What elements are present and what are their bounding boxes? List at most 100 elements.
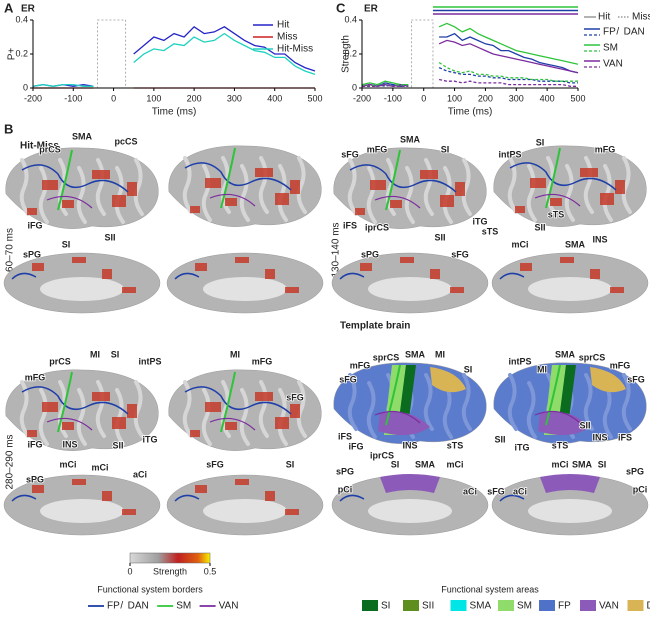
x-tick-label: -100 bbox=[64, 93, 82, 103]
gyrus bbox=[423, 158, 434, 216]
border bbox=[11, 494, 37, 502]
activation bbox=[420, 170, 438, 179]
activation bbox=[102, 491, 112, 501]
colorbar-tick-label: 0 bbox=[127, 566, 132, 576]
activation bbox=[42, 402, 58, 412]
legend-swatch bbox=[627, 600, 644, 611]
brain-label: iFG bbox=[28, 220, 43, 230]
border bbox=[220, 371, 236, 433]
border bbox=[184, 162, 292, 191]
activation bbox=[195, 485, 207, 493]
gyrus bbox=[583, 373, 594, 431]
row-label: 60–70 ms bbox=[5, 228, 16, 272]
gyrus bbox=[38, 166, 49, 224]
x-tick-label: -200 bbox=[353, 93, 371, 103]
legend-label: / bbox=[120, 601, 123, 612]
activation bbox=[265, 269, 275, 279]
gyrus bbox=[385, 158, 396, 216]
brain-label: SMA bbox=[72, 131, 93, 141]
gyrus bbox=[404, 166, 415, 224]
gyrus bbox=[76, 388, 87, 446]
masked-window bbox=[97, 19, 127, 89]
y-axis-label: Strength bbox=[341, 35, 352, 73]
activation bbox=[600, 193, 614, 205]
brain-label: mFG bbox=[610, 360, 631, 370]
brain-label: MI bbox=[90, 349, 100, 359]
area bbox=[380, 474, 440, 493]
activation bbox=[92, 170, 110, 179]
x-tick-label: 500 bbox=[570, 93, 585, 103]
border bbox=[57, 149, 73, 211]
y-axis-label: P+ bbox=[7, 48, 18, 61]
activation bbox=[122, 509, 136, 515]
border bbox=[174, 494, 200, 502]
activation bbox=[590, 269, 600, 279]
brain-label: intPS bbox=[138, 356, 161, 366]
brain-label: sFG bbox=[487, 486, 505, 496]
legend-swatch bbox=[403, 600, 419, 611]
y-tick-label: 0 bbox=[352, 82, 357, 92]
activation bbox=[32, 485, 44, 493]
activation bbox=[265, 491, 275, 501]
legend-label: VAN bbox=[603, 59, 623, 70]
brain-label: pCi bbox=[338, 484, 353, 494]
area bbox=[590, 367, 626, 393]
border bbox=[534, 410, 581, 424]
colorbar-label: Strength bbox=[153, 566, 187, 576]
gyrus bbox=[201, 164, 212, 222]
activation bbox=[195, 263, 207, 271]
brain-label: iFS bbox=[338, 431, 352, 441]
brain-label: sTS bbox=[548, 209, 565, 219]
border bbox=[385, 364, 401, 426]
legend-swatch bbox=[539, 600, 555, 611]
legend-label: Miss bbox=[277, 32, 298, 43]
brain-label: iFG bbox=[28, 439, 43, 449]
activation bbox=[127, 182, 137, 196]
activation bbox=[450, 287, 464, 293]
y-tick-label: 0.2 bbox=[15, 48, 28, 58]
activation bbox=[275, 417, 289, 429]
legend-label: SM bbox=[517, 601, 532, 612]
gyrus bbox=[239, 164, 250, 222]
legend-label: FP bbox=[603, 27, 616, 38]
activation bbox=[112, 195, 126, 207]
x-tick-label: 0 bbox=[111, 93, 116, 103]
brain-label: intPS bbox=[498, 149, 521, 159]
brain-label: mFG bbox=[350, 360, 371, 370]
brain-label: SI bbox=[536, 137, 545, 147]
x-tick-label: -200 bbox=[24, 93, 42, 103]
gyrus bbox=[220, 156, 231, 214]
brain-label: SMA bbox=[555, 349, 576, 359]
activation bbox=[615, 180, 625, 194]
chart-title: ER bbox=[364, 4, 379, 15]
brain-label: aCi bbox=[463, 486, 477, 496]
legend-label: SMA bbox=[470, 601, 492, 612]
border bbox=[499, 494, 525, 502]
gyrus bbox=[95, 380, 106, 438]
activation bbox=[225, 422, 237, 430]
x-tick-label: 400 bbox=[540, 93, 555, 103]
brain-label: SII bbox=[104, 232, 115, 242]
brain-label: SMA bbox=[405, 349, 426, 359]
activation bbox=[255, 392, 273, 401]
activation bbox=[290, 404, 300, 418]
panel-letter: C bbox=[336, 0, 346, 15]
legend-title: Functional system areas bbox=[441, 584, 539, 594]
gyrus bbox=[545, 156, 556, 214]
border bbox=[349, 164, 457, 193]
brain-label: sFG bbox=[451, 249, 469, 259]
gyrus bbox=[621, 156, 632, 214]
x-tick-label: 500 bbox=[307, 93, 322, 103]
brain-label: MI bbox=[230, 349, 240, 359]
x-tick-label: 300 bbox=[227, 93, 242, 103]
corpus bbox=[528, 499, 612, 523]
brain-label: mCi bbox=[446, 459, 463, 469]
series-line bbox=[362, 78, 578, 87]
brain-label: mFG bbox=[25, 372, 46, 382]
brain-label: SII bbox=[112, 440, 123, 450]
activation bbox=[205, 402, 221, 412]
activation bbox=[62, 200, 74, 208]
brain-label: SI bbox=[464, 364, 473, 374]
gyrus bbox=[258, 380, 269, 438]
y-tick-label: 0.4 bbox=[15, 14, 28, 24]
